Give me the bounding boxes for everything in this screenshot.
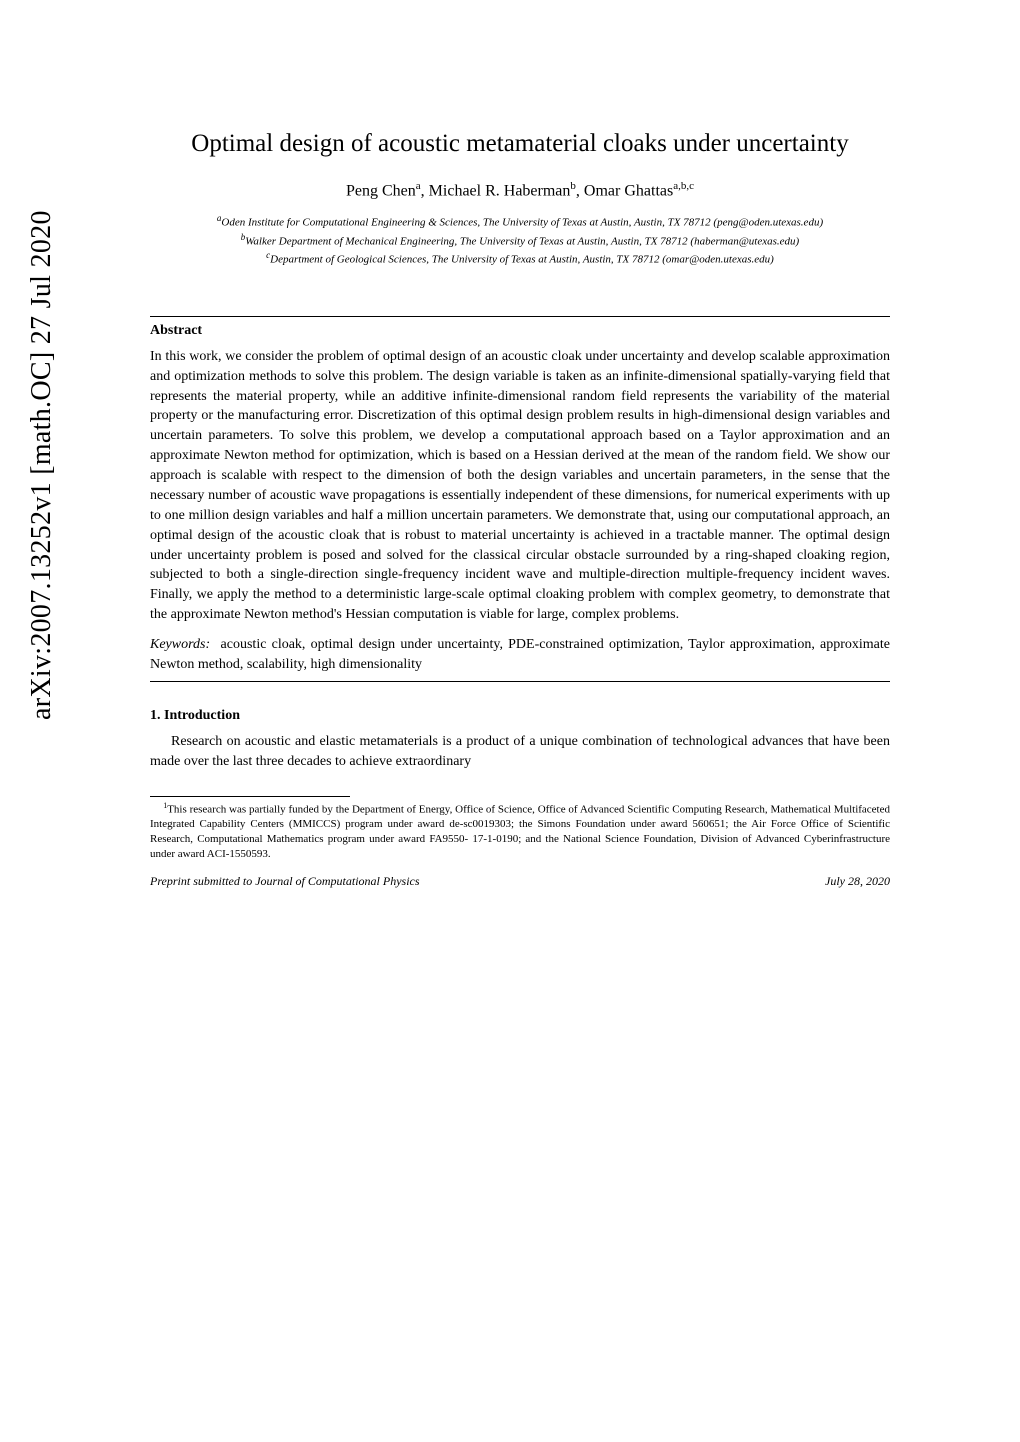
abstract-bottom-rule bbox=[150, 681, 890, 682]
section-1-heading: 1. Introduction bbox=[150, 708, 890, 724]
abstract-body: In this work, we consider the problem of… bbox=[150, 347, 890, 625]
author-sup: b bbox=[570, 180, 576, 192]
intro-paragraph: Research on acoustic and elastic metamat… bbox=[150, 732, 890, 772]
footnote: 1This research was partially funded by t… bbox=[150, 801, 890, 862]
paper-page: Optimal design of acoustic metamaterial … bbox=[150, 130, 890, 889]
keywords-text: acoustic cloak, optimal design under unc… bbox=[150, 637, 890, 672]
affiliations: aOden Institute for Computational Engine… bbox=[150, 212, 890, 268]
author-sup: a,b,c bbox=[673, 180, 694, 192]
preprint-date: July 28, 2020 bbox=[825, 874, 890, 889]
author-sup: a bbox=[416, 180, 421, 192]
author-name: Peng Chen bbox=[346, 182, 416, 199]
author-name: Omar Ghattas bbox=[584, 182, 673, 199]
keywords-line: Keywords: acoustic cloak, optimal design… bbox=[150, 635, 890, 675]
preprint-journal: Preprint submitted to Journal of Computa… bbox=[150, 874, 420, 889]
affil-text: Department of Geological Sciences, The U… bbox=[270, 254, 774, 266]
footnote-text: This research was partially funded by th… bbox=[150, 803, 890, 860]
footnote-rule bbox=[150, 796, 350, 797]
paper-title: Optimal design of acoustic metamaterial … bbox=[150, 130, 890, 158]
abstract-top-rule bbox=[150, 316, 890, 317]
abstract-heading: Abstract bbox=[150, 323, 890, 339]
arxiv-stamp: arXiv:2007.13252v1 [math.OC] 27 Jul 2020 bbox=[26, 210, 58, 720]
preprint-line: Preprint submitted to Journal of Computa… bbox=[150, 874, 890, 889]
authors-line: Peng Chena, Michael R. Habermanb, Omar G… bbox=[150, 180, 890, 200]
affil-text: Oden Institute for Computational Enginee… bbox=[221, 217, 823, 229]
affil-text: Walker Department of Mechanical Engineer… bbox=[245, 235, 799, 247]
keywords-label: Keywords: bbox=[150, 637, 210, 652]
author-name: Michael R. Haberman bbox=[429, 182, 571, 199]
